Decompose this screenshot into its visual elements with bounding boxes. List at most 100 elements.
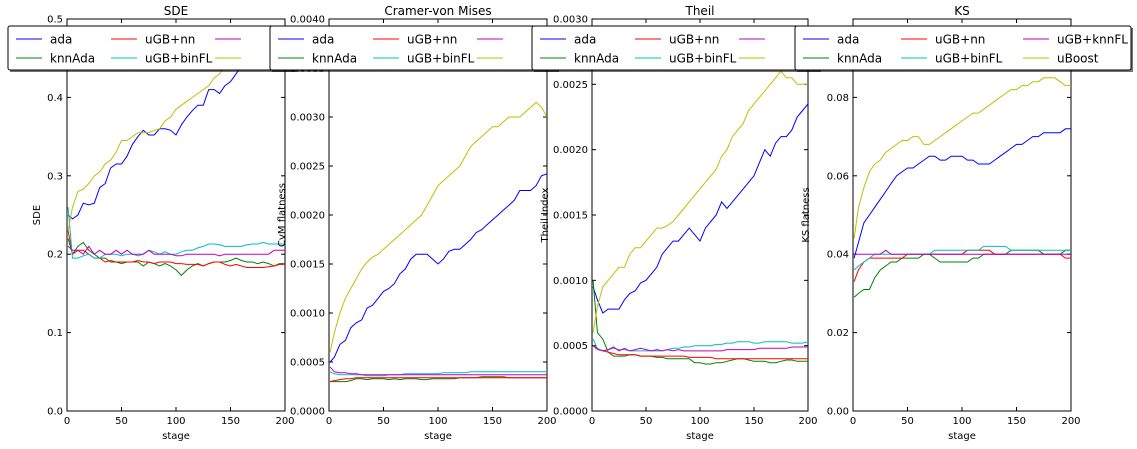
series-line-ugbnn <box>329 377 547 383</box>
legend <box>794 25 1132 71</box>
y-tick-label: 0.1 <box>47 328 63 339</box>
series-line-ada <box>329 173 547 363</box>
y-tick-label: 0.04 <box>827 250 849 261</box>
legend-label: uGB+binFL <box>935 52 1003 66</box>
legend-label: ada <box>312 33 334 47</box>
y-tick-label: 0.0040 <box>290 15 325 26</box>
x-axis-label: stage <box>162 431 190 442</box>
x-axis-label: stage <box>424 431 452 442</box>
y-tick-label: 0.0010 <box>290 309 325 320</box>
x-tick-label: 100 <box>166 416 185 427</box>
legend-label: ada <box>50 33 72 47</box>
y-tick-label: 0.0020 <box>290 211 325 222</box>
x-tick-label: 150 <box>744 416 763 427</box>
y-axis-label: KS flatness <box>801 187 812 242</box>
x-tick-label: 200 <box>798 416 817 427</box>
y-tick-label: 0.0015 <box>290 260 325 271</box>
legend-label: knnAda <box>312 52 357 66</box>
x-tick-label: 50 <box>115 416 128 427</box>
series-line-knnada <box>67 238 285 277</box>
x-tick-label: 200 <box>275 416 294 427</box>
x-tick-label: 100 <box>690 416 709 427</box>
legend-label: uGB+binFL <box>407 52 475 66</box>
legend-label: uGB+nn <box>669 33 719 47</box>
series-line-uboost <box>592 70 808 333</box>
y-tick-label: 0.4 <box>47 93 63 104</box>
chart-title: SDE <box>164 4 188 18</box>
legend-label: uGB+binFL <box>145 52 213 66</box>
y-tick-label: 0.0005 <box>553 341 588 352</box>
x-tick-label: 200 <box>537 416 556 427</box>
series-line-ugbknnfl <box>592 345 808 352</box>
legend-label: uBoost <box>1057 52 1099 66</box>
y-tick-label: 0.0010 <box>553 276 588 287</box>
legend-label: uGB+nn <box>145 33 195 47</box>
y-tick-label: 0.0020 <box>553 145 588 156</box>
x-tick-label: 50 <box>901 416 914 427</box>
legend-label: ada <box>574 33 596 47</box>
series-line-uboost <box>853 77 1071 239</box>
y-tick-label: 0.08 <box>827 93 849 104</box>
x-tick-label: 150 <box>1007 416 1026 427</box>
plot-area <box>852 18 1072 412</box>
y-tick-label: 0.0015 <box>553 211 588 222</box>
y-tick-label: 0.02 <box>827 328 849 339</box>
chart-title: KS <box>954 4 970 18</box>
x-tick-label: 0 <box>64 416 70 427</box>
y-tick-label: 0.00 <box>827 407 849 418</box>
series-line-ugbknnfl <box>854 249 1071 255</box>
chart-panel-1: SDE 0 50 100 150 200 0.0 0.1 0.2 0.3 0.4 0.5 stage SD… <box>7 4 297 442</box>
x-tick-label: 200 <box>1061 416 1080 427</box>
legend-label: uGB+knnFL <box>1057 33 1128 47</box>
chart-panel-4: KS 0 50 100 150 200 0.00 0.02 0.04 0.06 0.08 stage K… <box>794 4 1133 442</box>
x-axis-label: stage <box>948 431 976 442</box>
y-tick-label: 0.0000 <box>553 407 588 418</box>
y-tick-label: 0.0000 <box>290 407 325 418</box>
series-line-ugbknnfl <box>329 366 547 376</box>
legend-label: knnAda <box>837 52 882 66</box>
y-axis-label: CvM flatness <box>277 183 288 247</box>
series-line-ugbbinfl <box>67 207 285 259</box>
legend-label: uGB+nn <box>935 33 985 47</box>
y-tick-label: 0.0025 <box>290 162 325 173</box>
x-tick-label: 100 <box>428 416 447 427</box>
x-tick-label: 150 <box>483 416 502 427</box>
legend-label: uGB+nn <box>407 33 457 47</box>
x-tick-label: 0 <box>850 416 856 427</box>
y-tick-label: 0.0030 <box>553 15 588 26</box>
y-tick-label: 0.0030 <box>290 113 325 124</box>
y-tick-label: 0.2 <box>47 250 63 261</box>
x-tick-label: 50 <box>640 416 653 427</box>
series-line-uboost <box>329 101 547 353</box>
y-tick-label: 0.06 <box>827 171 849 182</box>
x-tick-label: 100 <box>952 416 971 427</box>
y-tick-label: 0.5 <box>47 15 63 26</box>
x-tick-label: 0 <box>589 416 595 427</box>
legend-label: uGB+binFL <box>669 52 737 66</box>
y-axis-label: SDE <box>32 205 43 225</box>
y-tick-label: 0.0005 <box>290 358 325 369</box>
chart-title: Theil <box>685 4 715 18</box>
legend-label: knnAda <box>574 52 619 66</box>
series-line-ugbnn <box>592 345 808 360</box>
series-line-ugbbinfl <box>853 245 1071 271</box>
chart-title: Cramer-von Mises <box>384 4 491 18</box>
series-line-ugbnn <box>67 230 285 268</box>
x-axis-label: stage <box>686 431 714 442</box>
series-line-ugbknnfl <box>67 245 285 257</box>
x-tick-label: 150 <box>221 416 240 427</box>
x-tick-label: 0 <box>326 416 332 427</box>
series-line-ada <box>592 103 808 314</box>
legend-label: knnAda <box>50 52 95 66</box>
y-tick-label: 0.3 <box>47 171 63 182</box>
y-tick-label: 0.0 <box>47 407 63 418</box>
plot-area <box>66 18 286 412</box>
y-axis-label: Theil Index <box>540 187 551 243</box>
y-tick-label: 0.0025 <box>553 80 588 91</box>
series-line-ada <box>853 128 1071 259</box>
plot-area <box>328 18 548 412</box>
legend-label: ada <box>837 33 859 47</box>
